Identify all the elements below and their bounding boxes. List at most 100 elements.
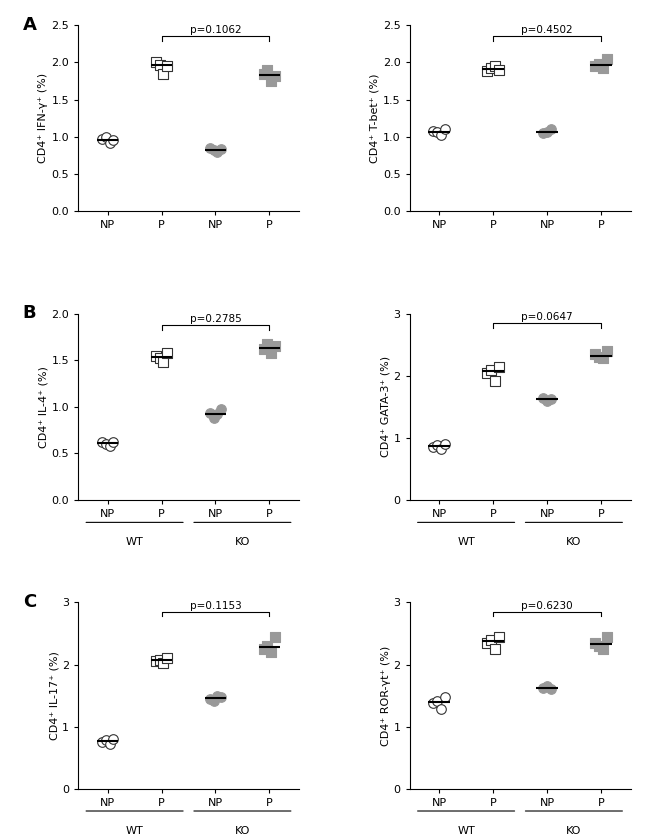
Point — [545, 393, 556, 406]
Point — [262, 337, 272, 351]
Point — [590, 60, 601, 73]
Point — [601, 52, 612, 65]
Point — [482, 366, 493, 379]
Point — [541, 125, 552, 138]
Point — [151, 654, 161, 668]
Point — [493, 630, 504, 644]
Text: p=0.6230: p=0.6230 — [521, 601, 573, 611]
Point — [436, 128, 447, 142]
Text: A: A — [23, 16, 36, 34]
Point — [158, 67, 168, 81]
Point — [216, 402, 226, 415]
Point — [259, 643, 269, 656]
Y-axis label: CD4⁺ ROR-γt⁺ (%): CD4⁺ ROR-γt⁺ (%) — [380, 645, 391, 746]
Point — [101, 437, 111, 451]
Point — [436, 702, 447, 716]
Point — [101, 733, 111, 747]
Point — [486, 363, 497, 377]
Point — [601, 344, 612, 357]
Point — [266, 347, 276, 360]
Text: p=0.1062: p=0.1062 — [190, 25, 241, 35]
Point — [590, 636, 601, 649]
Point — [266, 75, 276, 88]
Point — [593, 639, 604, 653]
Y-axis label: CD4⁺ T-bet⁺ (%): CD4⁺ T-bet⁺ (%) — [370, 74, 380, 163]
Point — [108, 732, 118, 746]
Text: p=0.2785: p=0.2785 — [190, 314, 241, 324]
Point — [493, 360, 504, 373]
Text: WT: WT — [457, 537, 475, 547]
Point — [97, 435, 107, 449]
Point — [151, 349, 161, 362]
Point — [489, 643, 500, 656]
Point — [212, 689, 222, 702]
Text: WT: WT — [125, 826, 144, 836]
Text: p=0.1153: p=0.1153 — [190, 601, 241, 611]
Point — [212, 145, 222, 159]
Point — [262, 63, 272, 76]
Point — [597, 352, 608, 365]
Point — [155, 653, 165, 666]
Point — [538, 681, 549, 695]
Point — [108, 133, 118, 147]
Point — [205, 407, 215, 420]
Point — [432, 694, 443, 707]
Point — [428, 696, 439, 710]
Text: WT: WT — [125, 537, 144, 547]
Point — [439, 437, 450, 451]
Point — [439, 122, 450, 136]
Text: WT: WT — [457, 826, 475, 836]
Text: KO: KO — [235, 826, 250, 836]
Point — [162, 60, 172, 73]
Point — [209, 694, 219, 707]
Point — [105, 737, 115, 751]
Point — [162, 652, 172, 665]
Point — [428, 440, 439, 454]
Point — [593, 57, 604, 70]
Point — [439, 690, 450, 704]
Point — [158, 657, 168, 670]
Point — [486, 633, 497, 646]
Text: p=0.0647: p=0.0647 — [521, 312, 573, 322]
Point — [105, 136, 115, 149]
Point — [601, 630, 612, 644]
Point — [266, 645, 276, 659]
Point — [270, 340, 280, 353]
Point — [97, 133, 107, 146]
Point — [482, 636, 493, 649]
Point — [541, 680, 552, 693]
Point — [105, 440, 115, 453]
Point — [593, 351, 604, 364]
Point — [262, 639, 272, 653]
Point — [155, 58, 165, 71]
Point — [162, 347, 172, 360]
Point — [212, 408, 222, 421]
Point — [205, 141, 215, 154]
Point — [108, 435, 118, 449]
Point — [270, 69, 280, 82]
Point — [205, 692, 215, 706]
Point — [209, 143, 219, 157]
Point — [432, 126, 443, 139]
Point — [216, 142, 226, 155]
Point — [538, 391, 549, 404]
Point — [486, 61, 497, 75]
Point — [482, 65, 493, 78]
Y-axis label: CD4⁺ GATA-3⁺ (%): CD4⁺ GATA-3⁺ (%) — [380, 357, 391, 457]
Point — [538, 127, 549, 140]
Point — [158, 356, 168, 369]
Y-axis label: CD4⁺ IFN-γ⁺ (%): CD4⁺ IFN-γ⁺ (%) — [38, 73, 49, 164]
Point — [545, 122, 556, 136]
Text: KO: KO — [566, 537, 582, 547]
Point — [97, 736, 107, 749]
Point — [436, 442, 447, 456]
Point — [597, 643, 608, 656]
Point — [541, 394, 552, 408]
Point — [432, 439, 443, 452]
Point — [545, 683, 556, 696]
Y-axis label: CD4⁺ IL-17⁺ (%): CD4⁺ IL-17⁺ (%) — [49, 651, 59, 740]
Text: C: C — [23, 593, 36, 611]
Point — [101, 130, 111, 143]
Text: KO: KO — [235, 537, 250, 547]
Point — [216, 690, 226, 704]
